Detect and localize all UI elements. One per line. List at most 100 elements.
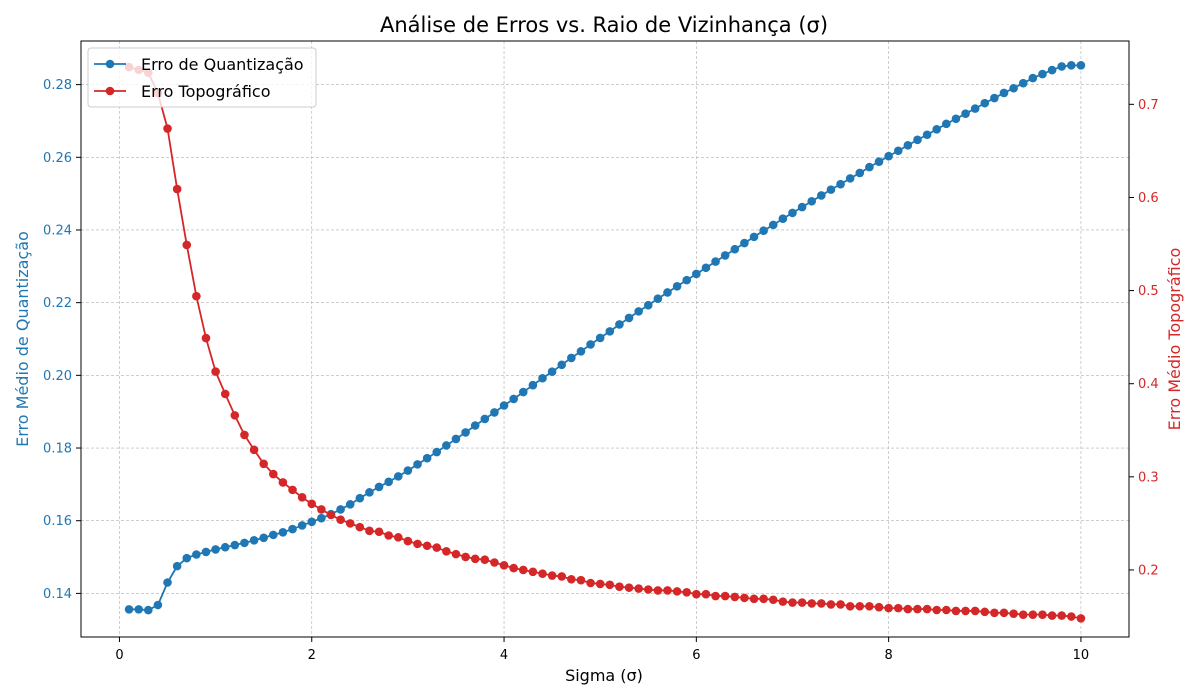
- data-point-quantization: [297, 521, 307, 530]
- data-point-topographic: [913, 604, 922, 614]
- data-point-quantization: [393, 472, 403, 481]
- data-point-topographic: [163, 124, 172, 133]
- data-point-quantization: [740, 238, 749, 248]
- data-point-quantization: [942, 119, 951, 129]
- data-point-topographic: [615, 582, 624, 592]
- data-point-quantization: [634, 307, 643, 316]
- data-point-topographic: [865, 601, 874, 611]
- y-left-tick-label: 0.16: [43, 514, 72, 529]
- data-point-topographic: [595, 579, 605, 589]
- data-point-quantization: [201, 547, 211, 557]
- data-point-topographic: [345, 519, 355, 528]
- data-point-quantization: [422, 453, 432, 463]
- data-point-quantization: [432, 447, 442, 457]
- data-point-quantization: [518, 387, 528, 397]
- data-point-topographic: [903, 604, 913, 614]
- legend-marker-quantization: [105, 59, 115, 69]
- data-point-quantization: [643, 300, 653, 310]
- x-tick-label: 0: [115, 648, 123, 663]
- data-point-quantization: [884, 151, 893, 161]
- data-point-quantization: [317, 513, 326, 523]
- data-point-topographic: [192, 291, 201, 301]
- data-point-quantization: [442, 441, 451, 450]
- data-point-topographic: [336, 515, 345, 524]
- data-point-quantization: [249, 536, 259, 545]
- data-point-topographic: [845, 601, 855, 611]
- data-point-quantization: [663, 288, 672, 297]
- y-left-tick-label: 0.28: [43, 78, 72, 93]
- data-point-quantization: [288, 524, 297, 534]
- data-point-quantization: [355, 493, 365, 503]
- data-point-quantization: [259, 533, 268, 543]
- data-point-quantization: [268, 530, 278, 540]
- data-point-quantization: [605, 327, 615, 336]
- data-point-topographic: [278, 478, 288, 487]
- data-point-topographic: [1076, 614, 1086, 623]
- data-point-quantization: [230, 540, 240, 550]
- data-point-topographic: [692, 589, 701, 599]
- data-point-topographic: [797, 598, 807, 607]
- data-point-topographic: [442, 547, 451, 556]
- data-point-quantization: [220, 542, 230, 552]
- data-point-topographic: [182, 240, 192, 250]
- data-point-topographic: [547, 571, 557, 580]
- data-point-topographic: [461, 552, 470, 562]
- data-point-topographic: [634, 584, 643, 593]
- data-point-topographic: [874, 602, 884, 612]
- y-axis-left-title: Erro Médio de Quantização: [13, 231, 32, 447]
- data-point-quantization: [672, 282, 682, 291]
- data-point-topographic: [711, 591, 720, 601]
- data-point-topographic: [1028, 610, 1038, 619]
- data-point-quantization: [990, 93, 999, 103]
- data-point-topographic: [961, 606, 970, 616]
- data-point-quantization: [855, 168, 865, 178]
- data-point-topographic: [172, 184, 182, 194]
- data-point-topographic: [768, 595, 778, 605]
- data-point-topographic: [576, 575, 586, 585]
- y-right-tick-label: 0.5: [1138, 284, 1159, 299]
- data-point-topographic: [201, 333, 211, 343]
- data-point-topographic: [490, 558, 499, 567]
- data-point-quantization: [1009, 83, 1018, 93]
- y-right-tick-label: 0.7: [1138, 98, 1159, 113]
- data-point-topographic: [740, 593, 749, 603]
- y-left-tick-label: 0.22: [43, 296, 72, 311]
- data-point-topographic: [1018, 610, 1028, 619]
- data-point-topographic: [317, 505, 326, 514]
- data-point-quantization: [163, 578, 172, 587]
- series-line-quantization: [129, 64, 1081, 612]
- data-point-quantization: [528, 380, 538, 390]
- data-point-quantization: [720, 251, 730, 260]
- data-point-quantization: [461, 428, 470, 437]
- data-point-quantization: [624, 313, 634, 323]
- data-point-topographic: [1067, 612, 1076, 621]
- data-point-topographic: [730, 592, 740, 602]
- data-point-quantization: [336, 505, 345, 514]
- data-point-topographic: [403, 536, 413, 546]
- data-point-quantization: [932, 125, 942, 134]
- data-point-quantization: [797, 202, 807, 212]
- data-point-topographic: [759, 594, 768, 604]
- data-point-topographic: [422, 541, 432, 551]
- grid: [81, 41, 1129, 637]
- data-point-quantization: [913, 135, 922, 145]
- legend: Erro de Quantização Erro Topográfico: [87, 47, 317, 108]
- data-point-topographic: [499, 560, 509, 570]
- data-point-topographic: [682, 588, 692, 597]
- data-point-topographic: [893, 603, 903, 613]
- data-point-quantization: [134, 605, 143, 614]
- data-point-quantization: [980, 98, 990, 108]
- data-point-topographic: [807, 599, 817, 608]
- data-point-topographic: [942, 605, 951, 615]
- data-point-quantization: [192, 550, 201, 559]
- y-axis-right-title: Erro Médio Topográfico: [1165, 248, 1184, 431]
- data-point-topographic: [1009, 609, 1018, 619]
- data-point-quantization: [307, 517, 317, 527]
- data-point-quantization: [240, 538, 249, 548]
- data-point-quantization: [922, 130, 932, 140]
- y-left-tick-label: 0.14: [43, 587, 72, 602]
- data-point-topographic: [384, 531, 393, 540]
- data-point-topographic: [518, 565, 528, 575]
- data-point-topographic: [778, 597, 788, 606]
